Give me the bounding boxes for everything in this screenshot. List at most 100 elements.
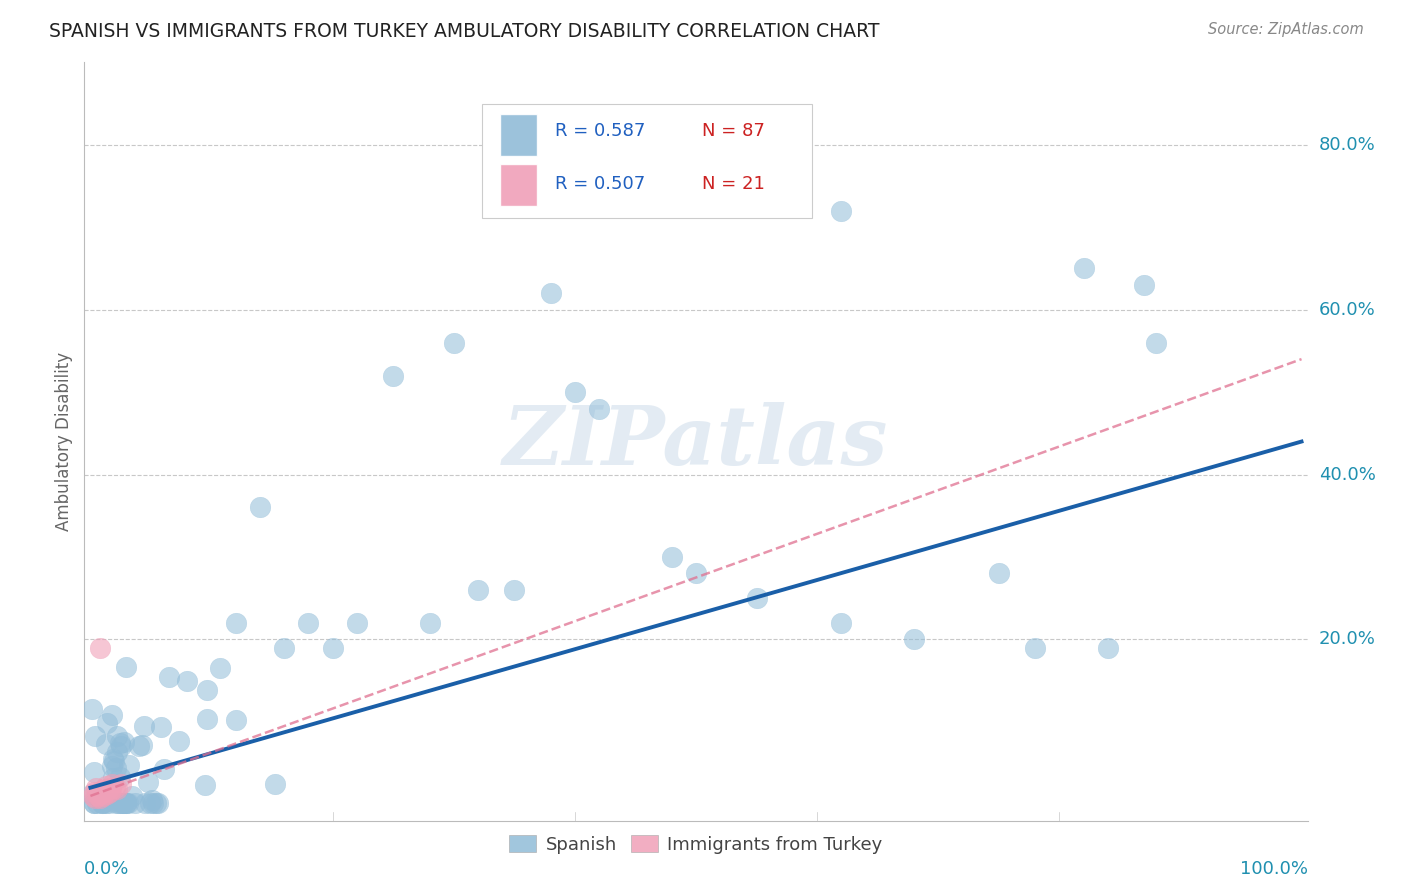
Point [83,765,105,780]
Point [1133,277,1156,292]
Point [115,797,138,811]
Point [94,785,117,799]
Point [83,797,105,811]
Point [134,797,156,811]
Point [110,739,132,754]
Point [93,782,115,797]
Point [118,758,141,772]
Point [141,793,163,807]
Text: 100.0%: 100.0% [1240,860,1308,878]
Point [108,736,131,750]
Point [128,739,150,753]
Point [112,797,135,811]
Point [225,713,247,727]
Point [830,203,852,218]
Point [100,782,122,797]
Text: N = 21: N = 21 [702,176,765,194]
Point [382,368,405,383]
Text: 0.0%: 0.0% [84,860,129,878]
Point [209,661,232,675]
Point [467,582,489,597]
Point [167,733,190,747]
Point [105,761,128,775]
Point [150,720,173,734]
Point [83,785,105,799]
Point [146,797,169,811]
Legend: Spanish, Immigrants from Turkey: Spanish, Immigrants from Turkey [502,828,890,861]
Point [564,385,586,400]
Point [110,776,132,790]
Y-axis label: Ambulatory Disability: Ambulatory Disability [55,352,73,531]
Point [89,793,111,807]
Point [176,673,198,688]
Point [152,762,174,776]
Point [83,797,105,811]
FancyBboxPatch shape [482,104,813,218]
Text: 60.0%: 60.0% [1319,301,1375,318]
Point [101,771,124,785]
Point [1073,261,1095,276]
Text: R = 0.587: R = 0.587 [555,122,645,140]
Point [322,640,344,655]
Point [104,780,127,795]
Point [105,797,128,811]
Point [100,758,122,772]
Point [97,797,120,811]
Point [136,774,159,789]
Point [86,789,108,803]
Point [96,779,118,793]
Point [98,785,121,799]
Point [145,797,167,811]
Point [94,737,117,751]
Point [107,797,129,811]
Point [108,797,131,811]
Point [112,797,135,811]
Point [103,754,125,768]
Point [346,615,368,630]
Point [97,780,120,795]
Point [80,787,103,801]
Point [101,707,124,722]
Point [87,785,110,799]
Point [111,797,134,811]
Point [101,752,124,766]
Point [90,797,112,811]
Point [90,787,112,801]
Point [117,797,139,811]
Text: SPANISH VS IMMIGRANTS FROM TURKEY AMBULATORY DISABILITY CORRELATION CHART: SPANISH VS IMMIGRANTS FROM TURKEY AMBULA… [49,22,880,41]
Point [96,715,118,730]
Point [131,738,153,752]
Point [84,790,107,805]
Point [1144,335,1167,350]
Point [194,779,217,793]
Point [108,770,131,784]
Point [264,777,287,791]
Point [105,730,128,744]
FancyBboxPatch shape [501,164,537,205]
Point [249,500,271,515]
Point [273,640,295,655]
Point [124,797,146,811]
Point [830,615,852,630]
Point [903,632,925,647]
Point [115,660,138,674]
Point [588,401,610,416]
Text: Source: ZipAtlas.com: Source: ZipAtlas.com [1208,22,1364,37]
Point [157,670,180,684]
Point [418,615,440,630]
Point [225,615,247,630]
Point [503,582,526,597]
Point [297,615,319,630]
Point [121,789,143,803]
Point [745,591,768,606]
Point [139,797,162,811]
Point [91,789,114,803]
Text: R = 0.507: R = 0.507 [555,176,645,194]
Point [987,566,1010,581]
Point [89,640,111,655]
Point [1097,640,1119,655]
Point [195,713,218,727]
Point [443,335,465,350]
Point [84,730,107,744]
Text: N = 87: N = 87 [702,122,765,140]
